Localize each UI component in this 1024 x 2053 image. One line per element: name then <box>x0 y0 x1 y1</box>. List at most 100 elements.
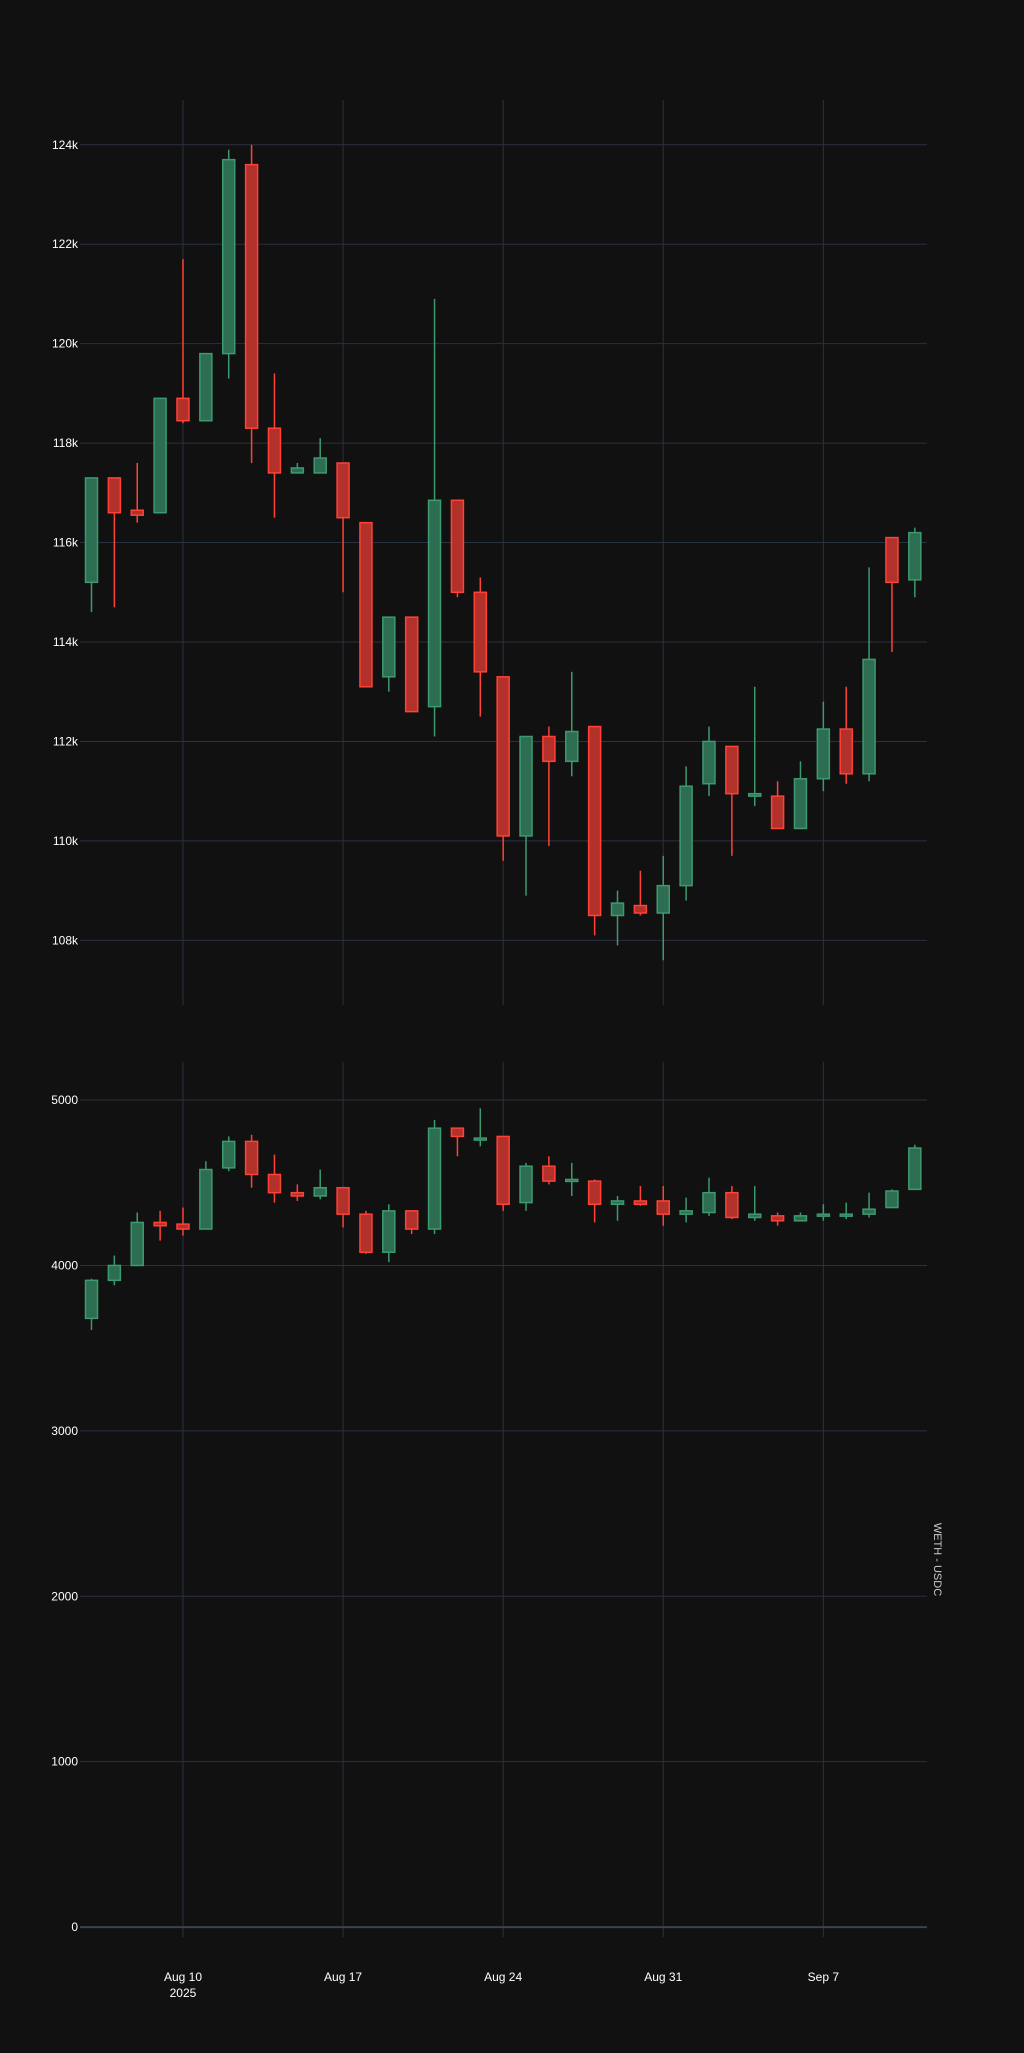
candle-body <box>770 1215 785 1222</box>
candle-body <box>587 725 602 917</box>
candle <box>793 1212 808 1222</box>
candle <box>404 616 419 713</box>
candle <box>885 536 899 652</box>
y-tick-label: 110k <box>53 834 79 848</box>
candle-body <box>633 904 648 914</box>
candle-body <box>290 467 305 474</box>
candle-body <box>702 740 716 785</box>
candle-body <box>542 735 556 763</box>
candle <box>610 890 625 946</box>
series-label: WETH - USDC <box>931 1523 943 1596</box>
candle <box>450 499 465 598</box>
candle <box>747 686 762 807</box>
candle-body <box>153 1221 167 1227</box>
candle <box>862 1192 876 1218</box>
candle-body <box>793 778 808 830</box>
candle-body <box>199 352 213 422</box>
candle-body <box>359 1213 373 1253</box>
grid-layer <box>80 100 927 1937</box>
candle <box>542 726 556 846</box>
candle <box>908 1144 922 1191</box>
candle-body <box>679 785 693 887</box>
candle-body <box>747 1213 762 1219</box>
candle <box>221 149 236 379</box>
candle-body <box>862 1208 876 1215</box>
candle-body <box>656 884 670 914</box>
candle <box>725 745 739 856</box>
candle <box>770 1212 785 1226</box>
candle-body <box>816 728 831 780</box>
candle-body <box>130 509 144 516</box>
candle-body <box>359 521 373 688</box>
candle <box>153 1210 167 1241</box>
candle <box>244 1134 259 1188</box>
candle <box>633 1186 648 1206</box>
candle <box>176 1207 190 1236</box>
candle-body <box>450 1127 465 1138</box>
candle-body <box>404 1210 419 1230</box>
candle <box>313 1169 327 1200</box>
candle <box>542 1156 556 1185</box>
candle <box>496 676 510 861</box>
candle-body <box>244 163 259 429</box>
candle <box>679 766 693 901</box>
candle <box>107 477 122 608</box>
candle <box>519 735 533 896</box>
candle-body <box>496 676 510 837</box>
candle <box>656 855 670 961</box>
candle-body <box>610 902 625 917</box>
candle <box>336 1186 350 1228</box>
candle-body <box>336 1186 350 1215</box>
candle <box>725 1186 739 1220</box>
candle-body <box>747 792 762 797</box>
candle-body <box>313 1186 327 1197</box>
candle-body <box>313 457 327 474</box>
x-tick-label: Aug 17 <box>324 1970 362 1984</box>
candle-body <box>221 158 236 355</box>
candle-body <box>176 397 190 422</box>
candle <box>862 567 876 782</box>
y-tick-label: 114k <box>53 635 79 649</box>
x-tick-year: 2025 <box>170 1986 197 2000</box>
candle-body <box>839 1213 853 1217</box>
candle <box>221 1136 236 1172</box>
y-tick-label: 2000 <box>51 1589 78 1603</box>
candle <box>793 761 808 830</box>
candle <box>130 462 144 523</box>
candle-body <box>793 1215 808 1222</box>
candle <box>313 438 327 474</box>
candle <box>404 1210 419 1235</box>
candle <box>656 1186 670 1226</box>
candle <box>199 352 213 422</box>
y-tick-label: 1000 <box>51 1755 78 1769</box>
candle <box>839 1202 853 1220</box>
y-tick-label: 122k <box>52 237 79 251</box>
candle <box>519 1162 533 1211</box>
candle <box>496 1135 510 1211</box>
candle <box>153 397 167 514</box>
candle-body <box>565 730 579 763</box>
candle-body <box>382 616 396 678</box>
candle <box>816 701 831 792</box>
candle <box>267 373 282 518</box>
candle-body <box>84 1279 99 1320</box>
candle-body <box>839 728 853 775</box>
x-tick-label: Aug 10 <box>164 1970 202 1984</box>
candle <box>359 1210 373 1254</box>
candle-body <box>336 462 350 519</box>
candle-body <box>153 397 167 514</box>
y-tick-label: 0 <box>71 1920 78 1934</box>
candle-body <box>679 1210 693 1215</box>
candle-body <box>702 1191 716 1214</box>
candle <box>84 477 99 613</box>
y-tick-label: 124k <box>52 138 79 152</box>
candle-body <box>816 1213 831 1217</box>
y-tick-label: 4000 <box>51 1258 78 1272</box>
candle <box>450 1127 465 1157</box>
candle-body <box>908 531 922 581</box>
candle <box>885 1189 899 1209</box>
candle <box>427 1119 442 1235</box>
candle <box>633 870 648 916</box>
